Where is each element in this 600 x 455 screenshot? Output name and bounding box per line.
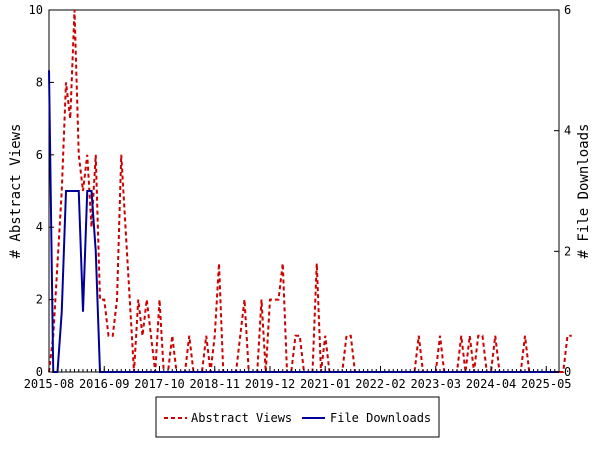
y-right-tick-label: 0	[564, 365, 571, 379]
y-left-axis-label: # Abstract Views	[8, 124, 24, 259]
x-tick-label: 2015-08	[24, 377, 75, 391]
x-tick-label: 2025-05	[521, 377, 572, 391]
legend-label-abstract-views: Abstract Views	[191, 411, 292, 425]
y-right-tick-label: 4	[564, 124, 571, 138]
y-left-tick-label: 2	[36, 293, 43, 307]
x-tick-label: 2021-01	[300, 377, 351, 391]
plot-area	[48, 9, 560, 373]
y-right-axis-label: # File Downloads	[576, 124, 592, 259]
y-left-tick-label: 10	[29, 3, 43, 17]
y-left-tick-label: 4	[36, 220, 43, 234]
legend-label-file-downloads: File Downloads	[330, 411, 431, 425]
x-tick-label: 2018-11	[189, 377, 240, 391]
x-tick-label: 2023-03	[410, 377, 461, 391]
series-line-abstract-views	[48, 9, 572, 373]
legend-box	[155, 396, 440, 438]
y-left-tick-label: 8	[36, 75, 43, 89]
x-tick-label: 2022-02	[355, 377, 406, 391]
x-tick-label: 2024-04	[466, 377, 517, 391]
y-right-tick-label: 6	[564, 3, 571, 17]
legend: Abstract Views File Downloads	[155, 396, 440, 438]
y-left-tick-label: 6	[36, 148, 43, 162]
y-right-tick-label: 2	[564, 244, 571, 258]
x-tick-label: 2017-10	[134, 377, 185, 391]
x-tick-label: 2019-12	[245, 377, 296, 391]
x-tick-label: 2016-09	[79, 377, 130, 391]
y-left-tick-label: 0	[36, 365, 43, 379]
axis-layer: 2015-08 2016-09 2017-10 2018-11 2019-12 2021-…	[24, 3, 572, 391]
